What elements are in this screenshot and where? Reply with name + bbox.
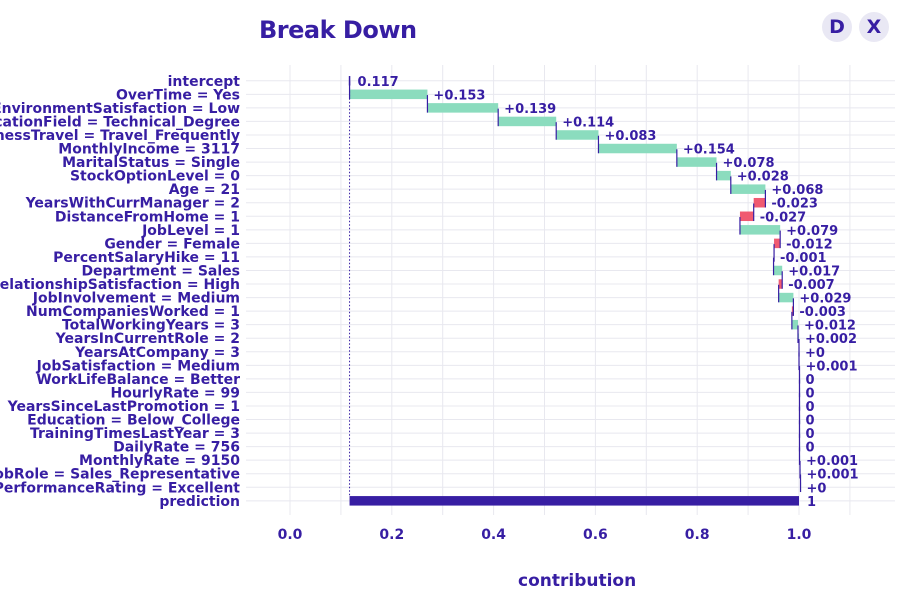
data-label: +0.029 <box>799 292 851 307</box>
contribution-bar <box>778 279 783 289</box>
contribution-bar <box>753 197 766 208</box>
category-label: StockOptionLevel = 0 <box>70 169 240 185</box>
contribution-bar <box>349 89 428 100</box>
category-label: MaritalStatus = Single <box>62 155 240 171</box>
data-label: -0.007 <box>788 278 835 293</box>
data-label: -0.027 <box>760 210 807 225</box>
x-tick-label: 0.2 <box>379 527 404 543</box>
data-label: +0 <box>805 346 825 361</box>
data-label: +0.139 <box>504 102 556 117</box>
data-label: +0.017 <box>788 264 840 279</box>
category-label: TrainingTimesLastYear = 3 <box>30 426 240 442</box>
data-label: +0.083 <box>604 129 656 144</box>
category-label: BusinessTravel = Travel_Frequently <box>0 128 240 144</box>
x-tick-label: 0.4 <box>481 527 506 543</box>
category-label: OverTime = Yes <box>116 87 240 103</box>
category-label: PercentSalaryHike = 11 <box>53 250 240 266</box>
category-label: WorkLifeBalance = Better <box>36 372 240 388</box>
contribution-bar <box>556 130 599 140</box>
d-button[interactable]: D <box>822 12 852 42</box>
category-label: PerformanceRating = Excellent <box>0 480 240 496</box>
data-label: 0 <box>806 414 815 429</box>
data-label: +0.012 <box>804 319 856 334</box>
data-label: 0 <box>806 400 815 415</box>
data-label: +0.154 <box>683 143 735 158</box>
category-label: YearsWithCurrManager = 2 <box>25 196 240 212</box>
category-label: JobLevel = 1 <box>141 223 240 239</box>
data-label: +0.114 <box>562 115 614 130</box>
x-axis-label: contribution <box>518 571 637 591</box>
chart-title: Break Down <box>259 16 417 44</box>
contribution-bar <box>739 225 781 235</box>
data-label: +0.028 <box>737 170 789 185</box>
category-label: MonthlyRate = 9150 <box>79 453 240 469</box>
data-label: -0.023 <box>771 197 818 212</box>
category-label: YearsInCurrentRole = 2 <box>55 331 240 347</box>
category-label: DailyRate = 756 <box>113 440 240 456</box>
data-label: 0.117 <box>358 75 399 90</box>
data-label: -0.001 <box>780 251 827 266</box>
category-label: HourlyRate = 99 <box>110 385 240 401</box>
category-label: prediction <box>159 494 240 510</box>
contribution-bar <box>778 292 794 303</box>
contribution-bar <box>716 170 731 181</box>
x-tick-label: 0.0 <box>278 527 303 543</box>
data-label: 0 <box>806 441 815 456</box>
category-label: JobInvolvement = Medium <box>32 291 240 307</box>
data-label: -0.003 <box>799 305 846 320</box>
data-label: -0.012 <box>786 237 833 252</box>
category-label: NumCompaniesWorked = 1 <box>26 304 240 320</box>
contribution-bar <box>730 184 766 194</box>
contribution-bar <box>498 116 557 127</box>
contribution-bar <box>739 211 754 222</box>
category-label: MonthlyIncome = 3117 <box>58 142 240 158</box>
contribution-bar <box>791 319 798 330</box>
prediction-bar <box>349 496 799 506</box>
contribution-bar <box>676 157 717 167</box>
category-label: intercept <box>168 74 241 90</box>
data-label: 0 <box>806 427 815 442</box>
category-label: Education = Below_College <box>27 413 240 429</box>
category-label: RelationshipSatisfaction = High <box>0 277 240 293</box>
category-label: YearsSinceLastPromotion = 1 <box>7 399 240 415</box>
bars <box>348 76 802 506</box>
data-label: +0.079 <box>786 224 838 239</box>
contribution-bar <box>774 238 781 249</box>
data-label: +0 <box>807 481 827 496</box>
contribution-bar <box>791 306 794 316</box>
category-label: Department = Sales <box>81 263 240 279</box>
category-label: YearsAtCompany = 3 <box>74 345 240 361</box>
category-label: EnvironmentSatisfaction = Low <box>0 101 240 117</box>
data-label: +0.002 <box>805 332 857 347</box>
category-label: Age = 21 <box>169 182 240 198</box>
data-label: 0 <box>806 386 815 401</box>
data-label: 1 <box>807 495 816 510</box>
data-labels: 0.117+0.153+0.139+0.114+0.083+0.154+0.07… <box>358 75 859 510</box>
contribution-bar <box>427 103 499 113</box>
data-label: +0.001 <box>807 468 859 483</box>
x-tick-label: 0.8 <box>685 527 710 543</box>
category-label: TotalWorkingYears = 3 <box>62 318 240 334</box>
x-tick-label: 0.6 <box>583 527 608 543</box>
data-label: +0.068 <box>771 183 823 198</box>
data-label: +0.001 <box>806 359 858 374</box>
data-label: +0.078 <box>723 156 775 171</box>
category-label: JobRole = Sales_Representative <box>0 467 240 483</box>
contribution-bar <box>598 143 677 154</box>
category-label: Gender = Female <box>104 236 240 252</box>
data-label: +0.001 <box>806 454 858 469</box>
close-button[interactable]: X <box>859 12 889 42</box>
x-tick-label: 1.0 <box>787 527 812 543</box>
category-label: DistanceFromHome = 1 <box>55 209 240 225</box>
category-label: EducationField = Technical_Degree <box>0 114 240 130</box>
contribution-bar <box>773 265 783 276</box>
data-label: +0.153 <box>433 88 485 103</box>
x-tick-labels: 0.0 0.2 0.4 0.6 0.8 1.0 <box>278 527 812 543</box>
category-label: JobSatisfaction = Medium <box>36 358 240 374</box>
data-label: 0 <box>806 373 815 388</box>
